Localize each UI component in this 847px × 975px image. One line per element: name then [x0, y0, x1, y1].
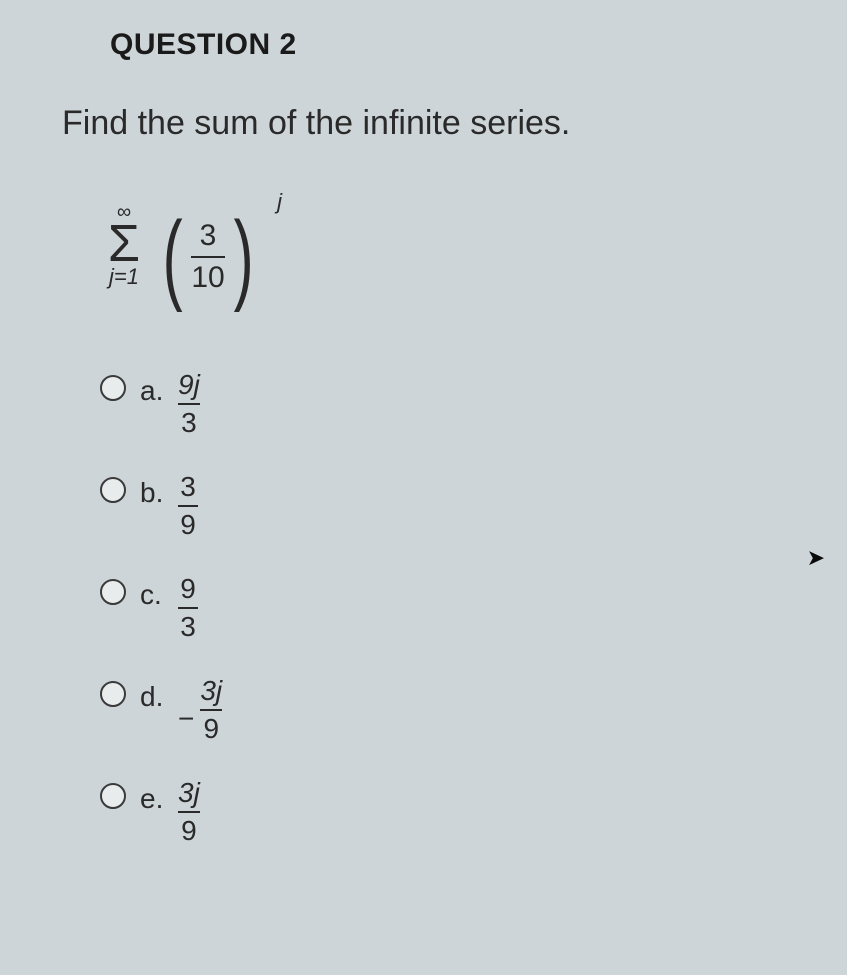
- fraction-numerator: 3: [200, 216, 217, 256]
- radio-e[interactable]: [100, 783, 126, 809]
- option-b-denominator: 9: [180, 507, 196, 543]
- option-a-numerator: 9j: [178, 367, 200, 403]
- option-c-label: c.: [140, 579, 170, 611]
- option-e-denominator: 9: [181, 813, 197, 849]
- question-number: QUESTION 2: [110, 28, 847, 62]
- option-a-value: 9j 3: [178, 367, 200, 441]
- fraction-denominator: 10: [191, 258, 224, 298]
- option-c-value: 9 3: [178, 571, 198, 645]
- question-prompt: Find the sum of the infinite series.: [62, 104, 847, 143]
- option-a[interactable]: a. 9j 3: [100, 367, 847, 441]
- radio-b[interactable]: [100, 477, 126, 503]
- option-c[interactable]: c. 9 3: [100, 571, 847, 645]
- series-exponent: j: [277, 189, 282, 215]
- option-d-denominator: 9: [203, 711, 219, 747]
- sigma-lower-limit: j=1: [109, 264, 139, 290]
- option-b-numerator: 3: [180, 469, 196, 505]
- series-expression: ∞ Σ j=1 ( 3 10 ) j: [96, 201, 847, 331]
- answer-options: a. 9j 3 b. 3 9 c. 9 3: [100, 367, 847, 849]
- option-a-label: a.: [140, 375, 170, 407]
- option-d[interactable]: d. − 3j 9: [100, 673, 847, 747]
- option-e[interactable]: e. 3j 9: [100, 775, 847, 849]
- series-term: ( 3 10 ) j: [156, 201, 260, 313]
- radio-d[interactable]: [100, 681, 126, 707]
- sigma-icon: Σ: [108, 220, 140, 268]
- radio-c[interactable]: [100, 579, 126, 605]
- option-b[interactable]: b. 3 9: [100, 469, 847, 543]
- option-d-value: 3j 9: [200, 673, 222, 747]
- right-paren-icon: ): [233, 207, 253, 307]
- option-c-numerator: 9: [180, 571, 196, 607]
- option-b-label: b.: [140, 477, 170, 509]
- option-e-value: 3j 9: [178, 775, 200, 849]
- option-e-numerator: 3j: [178, 775, 200, 811]
- option-d-negative: −: [178, 703, 194, 735]
- cursor-icon: ➤: [807, 545, 825, 571]
- option-d-label: d.: [140, 681, 170, 713]
- option-b-value: 3 9: [178, 469, 198, 543]
- option-e-label: e.: [140, 783, 170, 815]
- sigma-symbol: ∞ Σ j=1: [96, 201, 152, 290]
- option-c-denominator: 3: [180, 609, 196, 645]
- option-d-numerator: 3j: [200, 673, 222, 709]
- option-a-denominator: 3: [181, 405, 197, 441]
- left-paren-icon: (: [163, 207, 183, 307]
- radio-a[interactable]: [100, 375, 126, 401]
- series-fraction: 3 10: [189, 216, 226, 298]
